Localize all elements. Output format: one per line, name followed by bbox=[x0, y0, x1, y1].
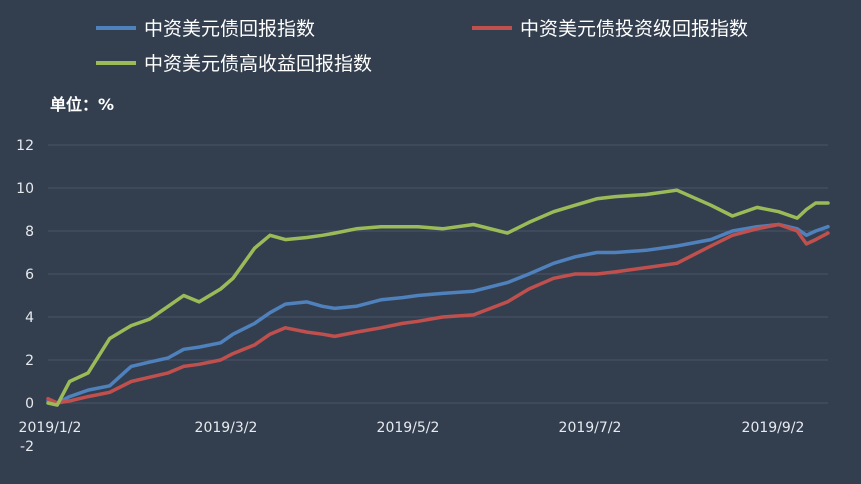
series-line-high-yield bbox=[46, 188, 830, 407]
legend-label-high-yield: 中资美元债高收益回报指数 bbox=[144, 53, 372, 75]
x-tick-label: 2019/7/2 bbox=[559, 420, 622, 436]
legend-item-total[interactable]: 中资美元债回报指数 bbox=[96, 18, 315, 40]
y-tick-label: 6 bbox=[25, 267, 34, 283]
legend-item-investment-grade[interactable]: 中资美元债投资级回报指数 bbox=[472, 18, 748, 40]
y-tick-label: -2 bbox=[20, 439, 34, 455]
legend-item-high-yield[interactable]: 中资美元债高收益回报指数 bbox=[96, 53, 372, 75]
x-axis-ticks: 2019/1/2 2019/3/2 2019/5/2 2019/7/2 2019/9/2 bbox=[19, 420, 805, 436]
y-tick-label: 12 bbox=[16, 138, 34, 154]
y-axis-ticks: 12 10 8 6 4 2 0 -2 bbox=[16, 138, 34, 455]
series-line-total bbox=[46, 222, 830, 405]
series-line-investment-grade bbox=[46, 222, 830, 405]
legend: 中资美元债回报指数 中资美元债投资级回报指数 中资美元债高收益回报指数 bbox=[96, 18, 748, 75]
x-tick-label: 2019/1/2 bbox=[19, 420, 82, 436]
legend-label-investment-grade: 中资美元债投资级回报指数 bbox=[520, 18, 748, 40]
gridlines bbox=[48, 144, 828, 404]
y-tick-label: 4 bbox=[25, 310, 34, 326]
x-tick-label: 2019/9/2 bbox=[742, 420, 805, 436]
unit-label: 单位：% bbox=[50, 95, 114, 114]
legend-label-total: 中资美元债回报指数 bbox=[144, 18, 315, 40]
x-tick-label: 2019/3/2 bbox=[195, 420, 258, 436]
y-tick-label: 2 bbox=[25, 353, 34, 369]
series-lines bbox=[46, 188, 830, 407]
y-tick-label: 10 bbox=[16, 181, 34, 197]
x-tick-label: 2019/5/2 bbox=[377, 420, 440, 436]
y-tick-label: 0 bbox=[25, 396, 34, 412]
y-tick-label: 8 bbox=[25, 224, 34, 240]
